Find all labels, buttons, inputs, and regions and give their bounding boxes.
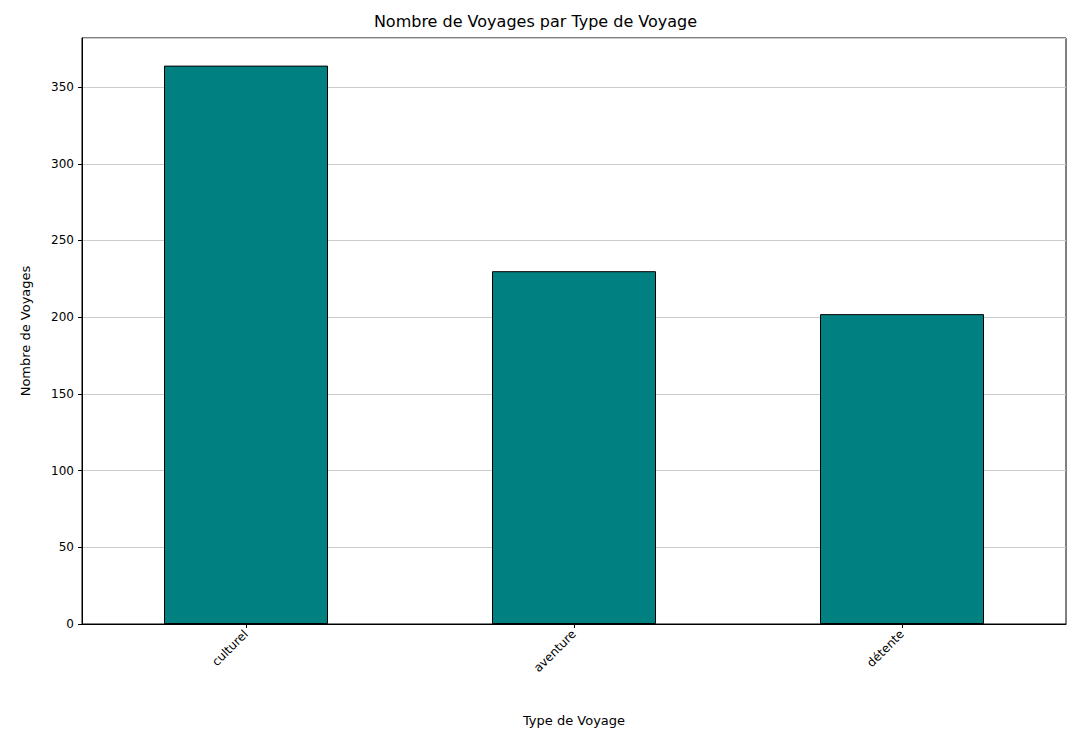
svg-text:50: 50 [59,540,74,554]
svg-text:250: 250 [51,233,74,247]
svg-text:200: 200 [51,310,74,324]
svg-text:aventure: aventure [531,627,579,675]
svg-text:150: 150 [51,387,74,401]
svg-text:détente: détente [864,627,907,670]
svg-text:350: 350 [51,80,74,94]
svg-text:culturel: culturel [209,627,251,669]
svg-text:Nombre de Voyages: Nombre de Voyages [18,265,33,396]
svg-text:Nombre de Voyages par Type de: Nombre de Voyages par Type de Voyage [374,12,697,31]
svg-text:Type de Voyage: Type de Voyage [522,713,625,728]
svg-text:100: 100 [51,464,74,478]
svg-text:300: 300 [51,157,74,171]
svg-text:0: 0 [66,617,74,631]
